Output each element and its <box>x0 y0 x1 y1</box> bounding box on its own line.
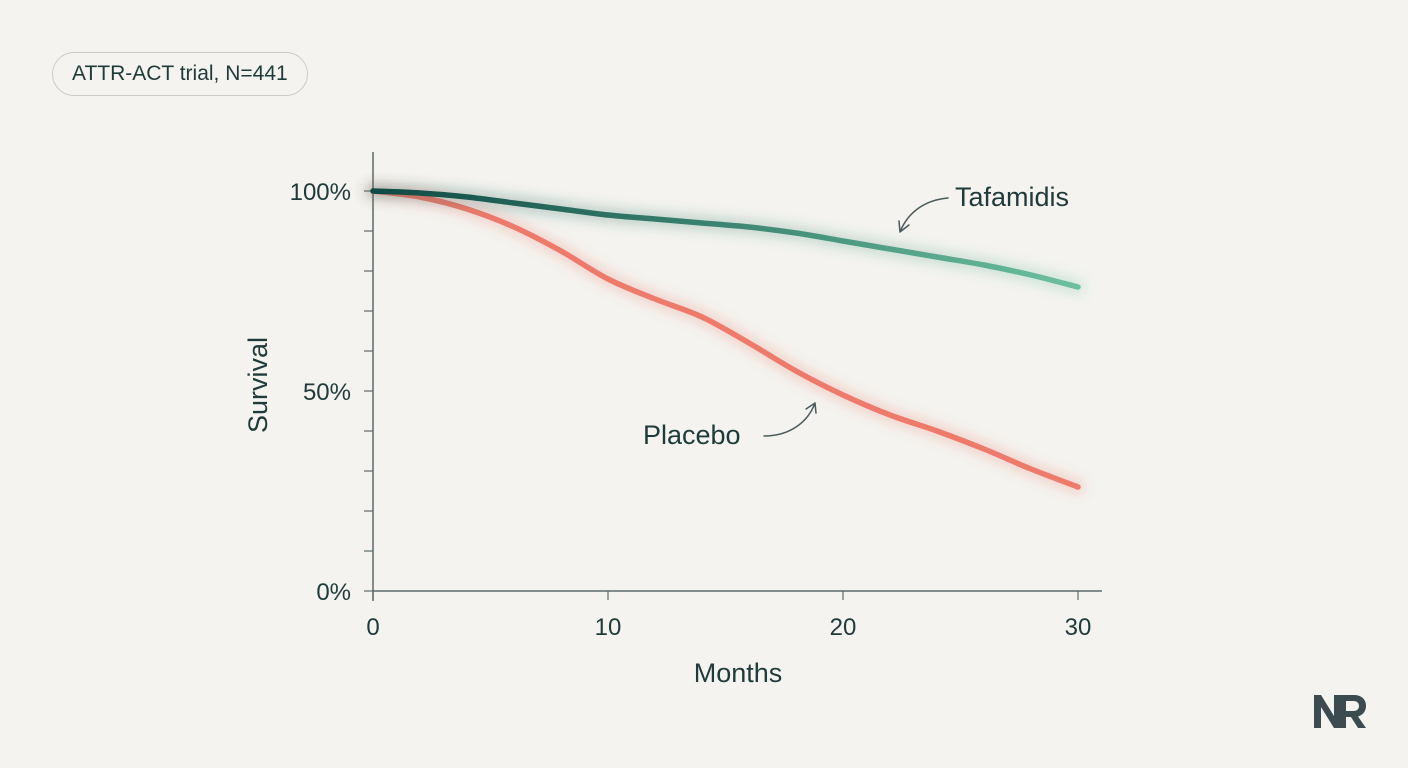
y-tick-label: 50% <box>303 379 351 406</box>
nr-logo <box>1314 695 1366 728</box>
x-tick-label: 30 <box>1065 614 1092 641</box>
x-tick-label: 0 <box>366 614 379 641</box>
x-axis-title: Months <box>694 658 783 688</box>
y-axis-title: Survival <box>243 337 273 433</box>
trial-badge: ATTR-ACT trial, N=441 <box>52 52 308 96</box>
series-layer <box>366 184 1085 494</box>
tafamidis-label-arrow <box>898 197 949 233</box>
y-tick-label: 0% <box>316 579 351 606</box>
series-label-tafamidis: Tafamidis <box>955 182 1069 212</box>
x-tick-label: 20 <box>830 614 857 641</box>
series-label-placebo: Placebo <box>643 420 741 450</box>
trial-badge-text: ATTR-ACT trial, N=441 <box>72 62 288 85</box>
x-tick-label: 10 <box>595 614 622 641</box>
series-placebo-line <box>370 188 1081 490</box>
y-tick-label: 100% <box>290 179 351 206</box>
series-tafamidis-line <box>370 188 1081 290</box>
axes <box>364 152 1102 601</box>
placebo-label-arrow <box>763 402 817 437</box>
tick-labels: 0 10 20 30 0% 50% 100% <box>290 179 1092 641</box>
